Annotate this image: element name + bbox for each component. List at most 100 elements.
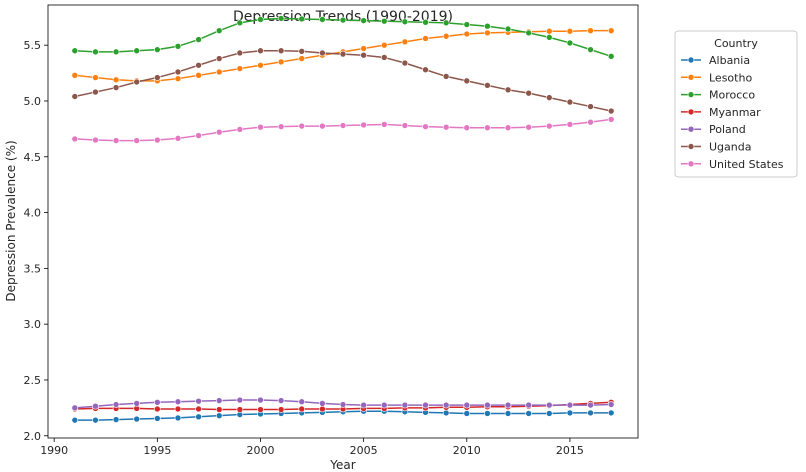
data-point-poland (504, 401, 512, 409)
data-point-morocco (277, 15, 285, 22)
data-point-uganda (401, 59, 409, 67)
legend-label: Myanmar (709, 106, 761, 119)
data-point-united-states (401, 122, 409, 129)
data-point-myanmar (277, 406, 285, 413)
data-point-united-states (174, 135, 182, 142)
x-tick-label: 2000 (246, 444, 274, 457)
legend-swatch-marker (687, 108, 695, 116)
data-point-morocco (484, 22, 491, 30)
y-axis: 2.0 2.5 3.0 3.5 4.0 4.5 5.0 5.5 (24, 39, 48, 443)
data-point-poland (133, 400, 141, 407)
data-point-uganda (319, 49, 326, 57)
data-point-myanmar (319, 405, 326, 413)
legend-item-united-states: United States (681, 158, 784, 171)
legend-swatch-marker (687, 74, 695, 81)
data-point-poland (525, 401, 532, 409)
data-point-albania (133, 415, 141, 423)
data-point-uganda (422, 66, 429, 74)
data-point-morocco (92, 48, 99, 56)
data-point-uganda (566, 98, 574, 106)
data-point-poland (360, 401, 367, 409)
data-point-lesotho (257, 61, 264, 69)
data-point-united-states (607, 116, 615, 123)
data-point-poland (607, 401, 615, 408)
data-point-united-states (215, 128, 223, 136)
data-point-myanmar (215, 406, 223, 413)
data-point-uganda (360, 51, 367, 59)
data-point-poland (319, 400, 326, 407)
legend-swatch-marker (687, 160, 695, 168)
data-point-united-states (463, 124, 471, 132)
series-layer (71, 15, 615, 424)
data-point-united-states (236, 126, 244, 133)
data-point-poland (195, 397, 202, 405)
data-point-poland (236, 396, 244, 404)
x-tick-label: 2010 (453, 444, 481, 457)
data-point-poland (587, 401, 594, 409)
data-point-united-states (525, 123, 532, 131)
legend-swatch-marker (687, 125, 695, 133)
data-point-uganda (112, 84, 120, 91)
data-point-united-states (195, 132, 202, 139)
y-tick-label: 5.0 (24, 95, 42, 108)
data-point-united-states (298, 122, 306, 130)
data-point-poland (277, 397, 285, 404)
series-uganda (71, 47, 615, 115)
legend-label: Uganda (709, 141, 751, 154)
data-point-united-states (71, 135, 79, 143)
data-point-united-states (545, 122, 553, 130)
legend-items: Albania Lesotho Morocco Myanmar Poland Uganda… (681, 54, 784, 171)
data-point-uganda (71, 93, 79, 100)
data-point-poland (154, 398, 161, 406)
data-point-albania (463, 410, 471, 417)
data-point-united-states (257, 123, 264, 131)
data-point-united-states (484, 124, 491, 132)
data-point-morocco (71, 47, 79, 55)
data-point-poland (484, 401, 491, 409)
legend-frame (674, 30, 798, 178)
data-point-uganda (484, 82, 491, 89)
data-point-albania (154, 415, 161, 422)
data-point-myanmar (154, 405, 161, 413)
data-point-poland (442, 401, 450, 409)
data-point-myanmar (174, 405, 182, 413)
data-point-lesotho (277, 58, 285, 66)
data-point-uganda (257, 47, 264, 55)
data-point-morocco (504, 25, 512, 33)
data-point-albania (525, 410, 532, 417)
data-point-morocco (339, 16, 347, 24)
legend-swatch-marker (687, 56, 695, 64)
data-point-uganda (525, 89, 532, 97)
data-point-lesotho (484, 29, 491, 37)
data-point-lesotho (92, 74, 99, 81)
x-tick-label: 1990 (40, 444, 68, 457)
x-axis-label: Year (329, 458, 355, 472)
data-point-uganda (545, 94, 553, 101)
data-point-albania (195, 413, 202, 421)
series-poland (71, 396, 615, 412)
data-point-united-states (277, 123, 285, 130)
data-point-morocco (215, 27, 223, 34)
data-point-lesotho (380, 41, 388, 49)
data-point-united-states (92, 136, 99, 144)
y-axis-label: Depression Prevalence (%) (4, 140, 18, 301)
data-point-uganda (587, 103, 594, 110)
data-point-uganda (380, 54, 388, 61)
data-point-united-states (380, 121, 388, 128)
data-point-poland (566, 401, 574, 409)
y-tick-label: 4.0 (24, 207, 42, 220)
legend-item-albania: Albania (681, 54, 750, 67)
data-point-lesotho (71, 72, 79, 79)
data-point-poland (339, 401, 347, 408)
legend-label: Morocco (709, 89, 755, 102)
y-tick-label: 3.0 (24, 318, 42, 331)
data-point-uganda (442, 73, 450, 80)
data-point-uganda (133, 78, 141, 86)
data-point-poland (174, 398, 182, 406)
data-point-albania (587, 409, 594, 417)
legend-item-lesotho: Lesotho (681, 71, 752, 84)
data-point-morocco (442, 19, 450, 27)
data-point-uganda (607, 107, 615, 115)
data-point-poland (463, 401, 471, 409)
